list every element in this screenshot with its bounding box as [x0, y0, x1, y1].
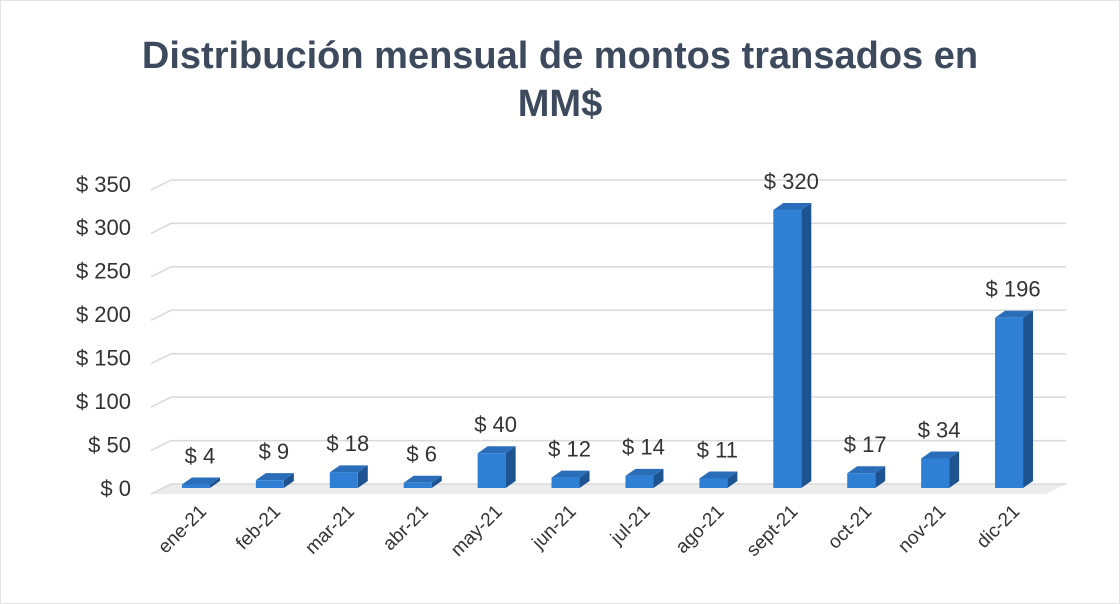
grid-line	[150, 266, 1066, 278]
bar-top	[921, 451, 960, 459]
bar-top	[625, 468, 664, 476]
x-tick-label: may-21	[447, 501, 507, 561]
data-label: $ 18	[326, 431, 369, 456]
x-tick-label: dic-21	[973, 501, 1024, 552]
y-tick-label: $ 350	[76, 172, 131, 197]
y-tick-label: $ 250	[76, 259, 131, 284]
data-label: $ 17	[844, 432, 887, 457]
bar-side	[579, 470, 590, 488]
grid-line	[150, 179, 1066, 191]
bar	[181, 477, 220, 488]
y-tick-label: $ 100	[76, 389, 131, 414]
bar-front	[551, 477, 580, 488]
bar-top	[255, 473, 294, 481]
x-tick-label: abr-21	[379, 501, 433, 555]
data-label: $ 12	[548, 436, 591, 461]
bar	[329, 465, 368, 488]
bar-front	[995, 317, 1024, 488]
bar-side	[357, 465, 368, 488]
bar-front	[403, 482, 432, 488]
bar	[699, 471, 738, 488]
data-label: $ 34	[918, 417, 961, 442]
floor	[151, 484, 1066, 494]
grid-line	[150, 352, 1066, 365]
x-tick-label: mar-21	[301, 501, 358, 558]
x-tick-label: jun-21	[528, 501, 581, 554]
bar-top	[699, 471, 738, 479]
data-label: $ 196	[986, 277, 1041, 302]
bar-side	[875, 466, 886, 488]
data-label: $ 4	[185, 443, 216, 468]
bar-front	[181, 484, 210, 488]
bar-side	[505, 446, 516, 488]
bar-top	[847, 466, 886, 474]
data-label: $ 11	[697, 437, 738, 462]
x-tick-label: nov-21	[894, 501, 950, 557]
bar-side	[209, 477, 220, 488]
grid-line	[150, 483, 1066, 495]
bar-front	[847, 473, 876, 488]
x-tick-label: ago-21	[672, 501, 729, 558]
bar-front	[921, 458, 950, 488]
bar-side	[431, 475, 442, 488]
chart-title: Distribución mensual de montos transados…	[141, 35, 979, 125]
data-label: $ 9	[259, 439, 290, 464]
y-tick-label: $ 300	[76, 215, 131, 240]
x-tick-label: feb-21	[232, 501, 285, 554]
bar-front	[477, 453, 506, 488]
bar-front	[625, 475, 654, 488]
grid-line	[150, 309, 1066, 321]
bar-front	[255, 480, 284, 488]
bar	[551, 470, 590, 488]
grid-line	[150, 439, 1066, 452]
data-label: $ 40	[474, 412, 517, 437]
y-tick-label: $ 200	[76, 302, 131, 327]
bar-side	[949, 451, 960, 488]
y-tick-label: $ 50	[88, 432, 131, 457]
y-tick-label: $ 150	[76, 346, 131, 371]
bar	[921, 451, 960, 488]
x-tick-label: oct-21	[824, 501, 876, 553]
bar	[403, 475, 442, 488]
bar-top	[551, 470, 590, 478]
bar-side	[801, 203, 812, 489]
bar	[847, 466, 886, 488]
grid-line	[150, 222, 1066, 235]
bar-top	[995, 310, 1034, 318]
bar-front	[329, 472, 358, 488]
bar-side	[283, 473, 294, 488]
bar-top	[329, 465, 368, 473]
data-label: $ 14	[622, 435, 665, 460]
grid-line	[150, 396, 1066, 408]
data-label: $ 320	[764, 169, 819, 194]
bar	[625, 468, 664, 488]
bar-top	[181, 477, 220, 485]
bar	[773, 203, 812, 489]
bar-side	[1023, 310, 1034, 488]
bar-side	[727, 471, 738, 488]
title-box: Distribución mensual de montos transados…	[1, 32, 1119, 128]
bar-top	[403, 475, 442, 483]
bar-side	[653, 468, 664, 488]
x-tick-label: jul-21	[606, 501, 654, 549]
bar-front	[699, 478, 728, 488]
bar-top	[773, 203, 812, 211]
bar-front	[773, 210, 802, 489]
bar-top	[477, 446, 516, 454]
x-tick-label: ene-21	[154, 501, 211, 558]
bar	[995, 310, 1034, 488]
bar	[255, 473, 294, 488]
bar	[477, 446, 516, 488]
x-tick-label: sept-21	[743, 501, 803, 561]
data-label: $ 6	[406, 442, 437, 467]
y-tick-label: $ 0	[100, 476, 131, 501]
